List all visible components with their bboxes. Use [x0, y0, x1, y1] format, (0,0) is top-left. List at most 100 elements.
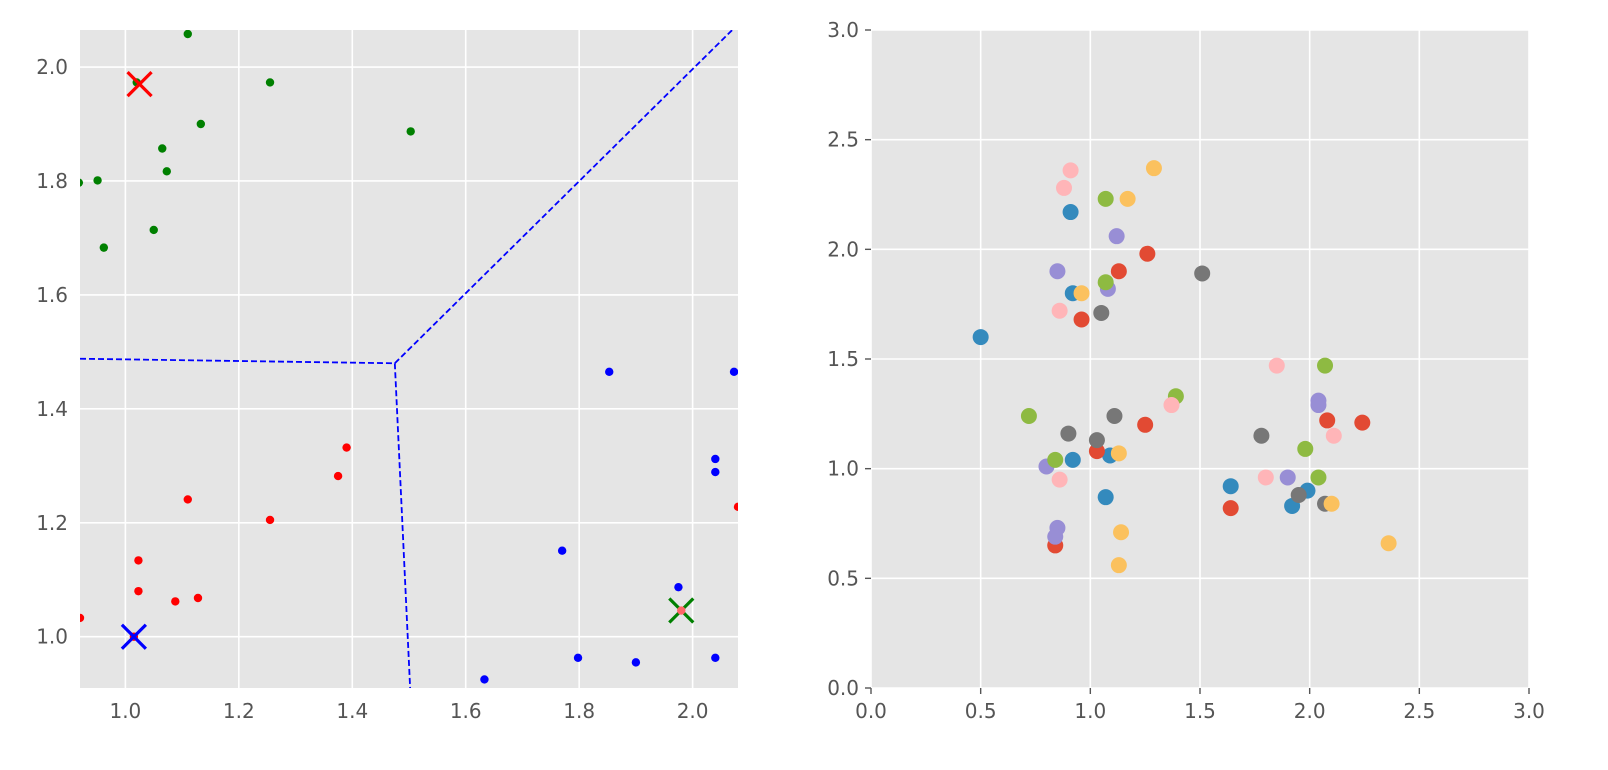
data-point	[265, 515, 275, 525]
data-point	[557, 546, 567, 555]
data-point	[1113, 524, 1130, 541]
data-point	[1145, 160, 1162, 177]
x-tick-label: 1.5	[1184, 699, 1216, 723]
data-point	[1060, 425, 1077, 442]
data-point	[1319, 412, 1336, 429]
data-point	[158, 144, 167, 153]
x-tick-label: 1.0	[1074, 699, 1106, 723]
plot-marks	[972, 160, 1397, 574]
data-point	[1310, 397, 1327, 414]
x-tick-label: 0.5	[965, 699, 997, 723]
data-point	[711, 467, 720, 477]
decision-boundary-line	[394, 30, 734, 364]
data-point	[193, 593, 203, 603]
data-point	[733, 502, 738, 512]
data-point	[1323, 495, 1340, 512]
x-tick-label: 1.0	[109, 699, 141, 723]
data-point	[1110, 445, 1127, 462]
data-point	[1106, 408, 1123, 425]
data-point	[1253, 427, 1270, 444]
x-tick-label: 0.0	[855, 699, 887, 723]
data-point	[183, 30, 192, 39]
data-point	[1380, 535, 1397, 552]
data-point	[134, 586, 143, 596]
y-tick-label: 0.5	[827, 566, 859, 590]
data-point	[1073, 285, 1090, 302]
data-point	[1310, 469, 1327, 486]
data-point	[1097, 274, 1114, 291]
right-scatter-plot: 0.0 0.5 1.0 1.5 2.0 2.5 3.0 0.0 0.5 1.0 1.5 2.0 2.5 3…	[827, 18, 1545, 723]
y-tick-label: 1.8	[36, 169, 68, 193]
y-tick-label: 1.5	[827, 347, 859, 371]
data-point	[1056, 179, 1073, 196]
data-point	[674, 582, 683, 592]
plot-marks	[80, 30, 738, 688]
data-point	[1073, 311, 1090, 328]
data-point	[711, 454, 720, 464]
data-point	[1325, 427, 1342, 444]
data-point	[1279, 469, 1296, 486]
y-tick-label: 2.0	[827, 237, 859, 261]
data-point	[1088, 443, 1105, 460]
x-tick-label: 1.6	[450, 699, 482, 723]
y-tick-label: 2.0	[36, 55, 68, 79]
data-point	[406, 127, 415, 136]
data-point	[1049, 263, 1066, 280]
y-tick-label: 1.0	[827, 457, 859, 481]
data-point	[1064, 451, 1081, 468]
decision-boundary-line	[393, 363, 412, 688]
data-point	[134, 556, 143, 565]
plot-area-background	[80, 30, 738, 688]
x-tick-label: 2.5	[1403, 699, 1435, 723]
data-point	[333, 471, 343, 481]
data-point	[1110, 557, 1127, 574]
data-point	[1317, 357, 1334, 374]
centroid-x-marker	[120, 623, 148, 650]
data-point	[1108, 228, 1125, 245]
data-point	[631, 658, 641, 667]
data-point	[1097, 190, 1114, 207]
data-point	[480, 675, 489, 684]
data-point	[99, 243, 109, 252]
x-tick-label: 2.0	[1294, 699, 1326, 723]
data-point	[162, 167, 171, 176]
data-point	[183, 495, 192, 504]
data-point	[1110, 263, 1127, 280]
data-point	[1051, 302, 1068, 319]
x-tick-label: 3.0	[1513, 699, 1545, 723]
decision-boundary-line	[80, 357, 395, 365]
data-point	[573, 653, 583, 663]
data-point	[677, 606, 686, 615]
data-point	[342, 443, 351, 452]
data-point	[1062, 162, 1079, 179]
data-point	[1088, 432, 1105, 449]
data-point	[1163, 397, 1180, 414]
data-point	[1257, 469, 1274, 486]
data-point	[171, 597, 180, 606]
y-tick-label: 1.2	[36, 511, 68, 535]
x-tick-label: 1.8	[563, 699, 595, 723]
y-tick-label: 1.0	[36, 625, 68, 649]
x-tick-label: 1.2	[223, 699, 255, 723]
data-point	[1097, 489, 1114, 506]
data-point	[1297, 440, 1314, 457]
centroid-x-marker	[126, 70, 153, 98]
data-point	[1047, 528, 1064, 545]
y-tick-label: 1.4	[36, 397, 68, 421]
x-tick-label: 1.4	[336, 699, 368, 723]
data-point	[1268, 357, 1285, 374]
data-point	[1093, 304, 1110, 321]
data-point	[196, 119, 206, 129]
data-point	[1119, 190, 1136, 207]
data-point	[1354, 414, 1371, 431]
data-point	[1139, 245, 1156, 262]
data-point	[605, 367, 614, 377]
data-point	[80, 613, 85, 623]
data-point	[1194, 265, 1211, 282]
data-point	[1047, 451, 1064, 468]
y-tick-label: 2.5	[827, 128, 859, 152]
data-point	[1062, 204, 1079, 221]
x-tick-label: 2.0	[677, 699, 709, 723]
data-point	[729, 367, 738, 377]
y-tick-label: 1.6	[36, 283, 68, 307]
